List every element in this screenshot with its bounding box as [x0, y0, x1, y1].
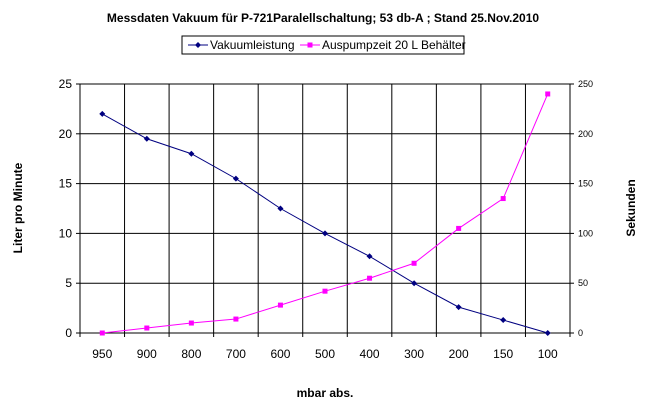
legend-label-auspump: Auspumpzeit 20 L Behälter: [322, 38, 466, 52]
data-point-auspumpzeit: [322, 288, 328, 294]
x-tick-label: 950: [92, 347, 112, 361]
data-point-vakuumleistung: [277, 205, 284, 212]
right-tick-label: 200: [578, 129, 593, 139]
legend: Vakuumleistung Auspumpzeit 20 L Behälter: [181, 35, 466, 55]
plot-area: [79, 83, 571, 334]
data-point-auspumpzeit: [99, 330, 105, 336]
left-tick-label: 10: [59, 226, 73, 240]
left-axis: 0 5 10 15 20 25: [59, 77, 80, 340]
data-point-auspumpzeit: [144, 325, 150, 331]
right-tick-label: 250: [578, 79, 593, 89]
left-tick-label: 20: [59, 127, 73, 141]
data-point-vakuumleistung: [366, 253, 373, 260]
data-point-vakuumleistung: [188, 150, 195, 157]
legend-marker-auspump: [307, 42, 313, 48]
data-point-auspumpzeit: [277, 302, 283, 308]
data-point-vakuumleistung: [411, 280, 418, 287]
data-point-vakuumleistung: [99, 110, 106, 117]
x-axis: 950 900 800 700 600 500 400 300 200 150 100: [79, 333, 571, 361]
x-tick-label: 700: [226, 347, 246, 361]
legend-label-vakuum: Vakuumleistung: [210, 38, 295, 52]
data-point-auspumpzeit: [411, 260, 417, 266]
x-tick-label: 150: [493, 347, 513, 361]
left-tick-label: 5: [65, 276, 72, 290]
y-axis-left-title: Liter pro Minute: [11, 162, 25, 253]
x-tick-label: 500: [315, 347, 335, 361]
right-tick-label: 100: [578, 228, 593, 238]
data-point-vakuumleistung: [322, 230, 328, 237]
gridlines: [80, 84, 570, 333]
data-point-vakuumleistung: [232, 175, 239, 182]
data-point-vakuumleistung: [455, 304, 462, 311]
data-point-auspumpzeit: [545, 91, 551, 97]
data-point-auspumpzeit: [367, 275, 373, 281]
y-axis-right-title: Sekunden: [624, 179, 638, 236]
x-tick-label: 100: [538, 347, 558, 361]
right-axis: 0 50 100 150 200 250: [570, 79, 593, 338]
data-point-auspumpzeit: [500, 196, 506, 202]
right-tick-label: 150: [578, 179, 593, 189]
x-tick-label: 600: [270, 347, 290, 361]
right-tick-label: 50: [578, 278, 588, 288]
x-tick-label: 300: [404, 347, 424, 361]
data-point-vakuumleistung: [544, 330, 551, 336]
x-tick-label: 900: [137, 347, 157, 361]
legend-marker-vakuum: [195, 42, 201, 48]
data-point-vakuumleistung: [143, 135, 150, 142]
x-tick-label: 200: [449, 347, 469, 361]
x-axis-title: mbar abs.: [297, 386, 354, 400]
data-point-auspumpzeit: [188, 320, 194, 326]
right-tick-label: 0: [578, 328, 583, 338]
data-point-auspumpzeit: [233, 316, 239, 322]
series-group: [99, 91, 551, 336]
legend-box: [181, 35, 465, 55]
x-tick-label: 400: [360, 347, 380, 361]
left-tick-label: 25: [59, 77, 73, 91]
left-tick-label: 0: [65, 326, 72, 340]
chart-title: Messdaten Vakuum für P-721Paralellschalt…: [107, 11, 539, 25]
data-point-vakuumleistung: [500, 317, 507, 324]
left-tick-label: 15: [59, 177, 73, 191]
data-point-auspumpzeit: [456, 225, 462, 231]
x-tick-label: 800: [181, 347, 201, 361]
